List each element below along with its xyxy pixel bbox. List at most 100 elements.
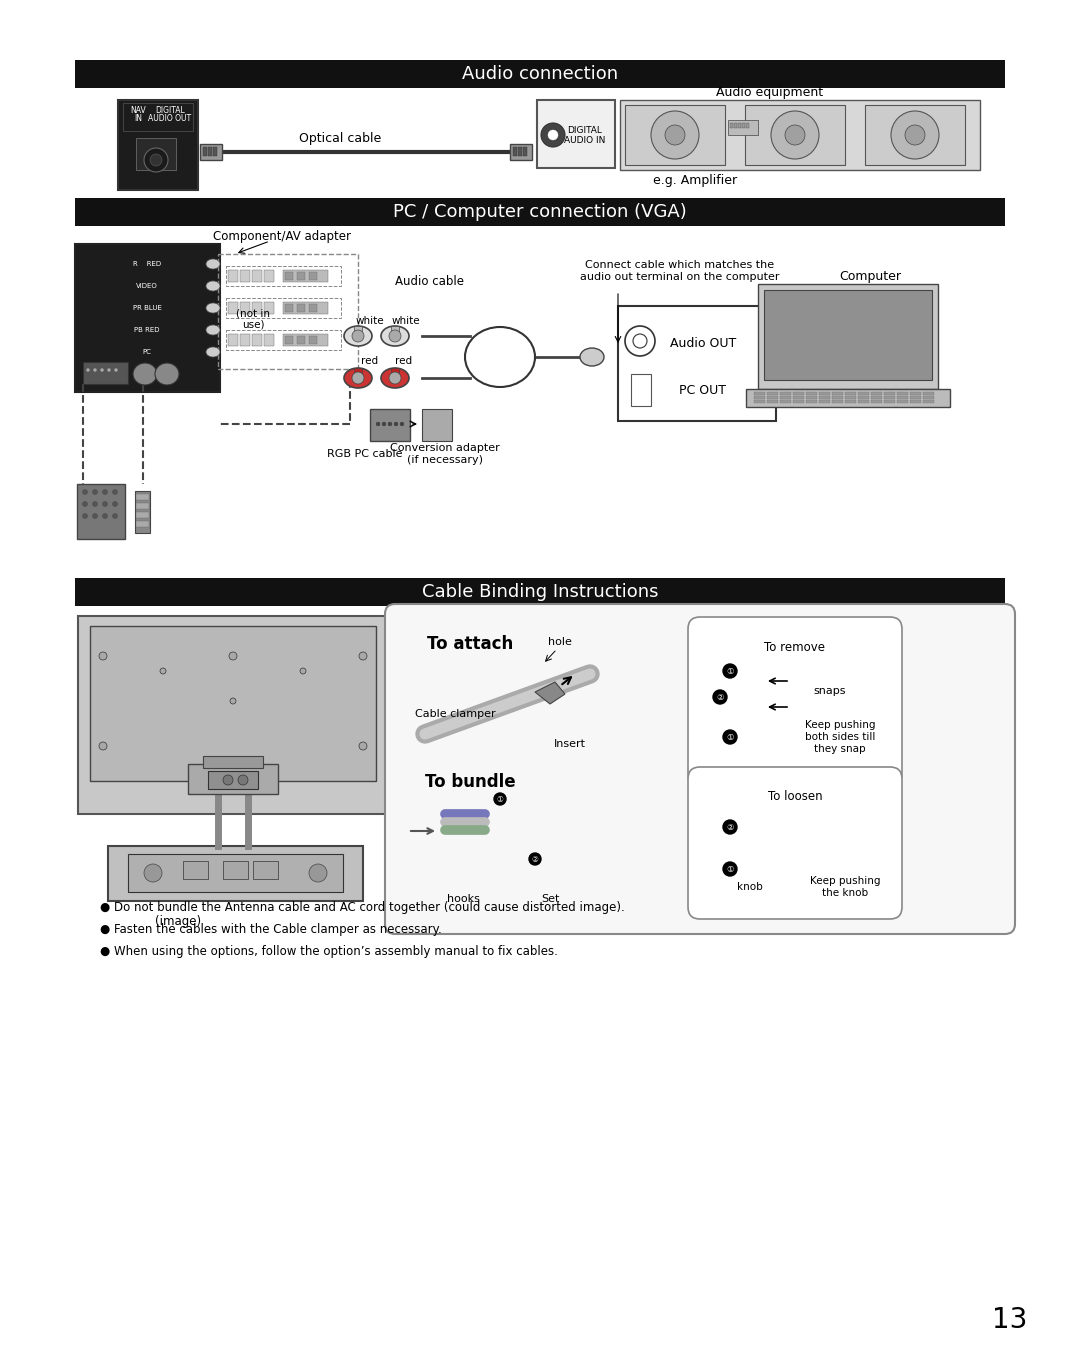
FancyBboxPatch shape <box>240 271 249 281</box>
Text: knob: knob <box>738 882 762 892</box>
FancyBboxPatch shape <box>631 373 651 406</box>
FancyBboxPatch shape <box>240 334 249 346</box>
Circle shape <box>352 372 364 384</box>
FancyBboxPatch shape <box>819 400 831 403</box>
FancyBboxPatch shape <box>510 143 532 160</box>
Circle shape <box>222 775 233 785</box>
FancyBboxPatch shape <box>213 147 217 156</box>
FancyBboxPatch shape <box>422 409 453 441</box>
FancyBboxPatch shape <box>832 400 843 403</box>
Text: PC: PC <box>143 349 151 354</box>
FancyBboxPatch shape <box>832 392 843 395</box>
FancyBboxPatch shape <box>188 764 278 794</box>
FancyBboxPatch shape <box>767 400 778 403</box>
FancyBboxPatch shape <box>253 861 278 879</box>
Text: To bundle: To bundle <box>424 773 515 792</box>
FancyBboxPatch shape <box>136 138 176 170</box>
Text: Insert: Insert <box>554 739 586 750</box>
FancyBboxPatch shape <box>75 244 220 392</box>
Text: DIGITAL: DIGITAL <box>568 126 603 134</box>
Text: ● When using the options, follow the option’s assembly manual to fix cables.: ● When using the options, follow the opt… <box>100 946 558 958</box>
FancyBboxPatch shape <box>688 617 902 786</box>
Circle shape <box>651 111 699 160</box>
Circle shape <box>388 422 392 426</box>
Circle shape <box>529 852 541 865</box>
Circle shape <box>905 124 924 145</box>
Circle shape <box>541 123 565 147</box>
FancyBboxPatch shape <box>780 400 791 403</box>
FancyBboxPatch shape <box>75 198 1005 226</box>
FancyBboxPatch shape <box>746 123 750 129</box>
FancyBboxPatch shape <box>870 400 882 403</box>
Circle shape <box>494 793 507 805</box>
FancyBboxPatch shape <box>264 302 274 314</box>
Circle shape <box>93 514 97 518</box>
FancyBboxPatch shape <box>730 123 733 129</box>
FancyBboxPatch shape <box>283 302 328 314</box>
FancyBboxPatch shape <box>819 396 831 399</box>
Text: ①: ① <box>726 732 733 741</box>
Text: snaps: snaps <box>813 686 847 695</box>
FancyBboxPatch shape <box>870 396 882 399</box>
Circle shape <box>785 124 805 145</box>
Text: white: white <box>355 317 384 326</box>
Circle shape <box>103 514 108 518</box>
Text: To attach: To attach <box>427 635 513 653</box>
Text: white: white <box>392 317 420 326</box>
Text: 13: 13 <box>993 1306 1028 1334</box>
Text: red: red <box>362 356 379 367</box>
FancyBboxPatch shape <box>123 103 193 131</box>
FancyBboxPatch shape <box>764 290 932 380</box>
Circle shape <box>389 330 401 342</box>
Circle shape <box>300 668 306 674</box>
Circle shape <box>112 514 118 518</box>
FancyBboxPatch shape <box>297 336 305 344</box>
Text: PR BLUE: PR BLUE <box>133 304 161 311</box>
FancyBboxPatch shape <box>285 272 293 280</box>
Text: VIDEO: VIDEO <box>136 283 158 290</box>
Ellipse shape <box>206 325 220 336</box>
Text: Component/AV adapter: Component/AV adapter <box>213 230 351 242</box>
FancyBboxPatch shape <box>78 616 388 815</box>
FancyBboxPatch shape <box>780 392 791 395</box>
Text: ②: ② <box>531 855 539 863</box>
FancyBboxPatch shape <box>910 392 921 395</box>
FancyBboxPatch shape <box>136 511 149 518</box>
Circle shape <box>82 490 87 494</box>
Text: Set: Set <box>541 894 559 904</box>
FancyBboxPatch shape <box>923 400 934 403</box>
FancyBboxPatch shape <box>391 326 399 331</box>
FancyBboxPatch shape <box>688 767 902 919</box>
FancyBboxPatch shape <box>897 392 908 395</box>
Text: RGB PC cable: RGB PC cable <box>327 449 403 459</box>
Text: e.g. Amplifier: e.g. Amplifier <box>653 173 737 187</box>
FancyBboxPatch shape <box>845 392 856 395</box>
FancyBboxPatch shape <box>858 396 869 399</box>
FancyBboxPatch shape <box>758 284 939 390</box>
Circle shape <box>100 368 104 372</box>
Circle shape <box>548 130 558 139</box>
Circle shape <box>144 147 168 172</box>
Circle shape <box>93 368 97 372</box>
Circle shape <box>665 124 685 145</box>
FancyBboxPatch shape <box>865 106 966 165</box>
FancyBboxPatch shape <box>136 503 149 509</box>
Text: ● Do not bundle the Antenna cable and AC cord together (could cause distorted im: ● Do not bundle the Antenna cable and AC… <box>100 901 624 915</box>
Text: Conversion adapter
(if necessary): Conversion adapter (if necessary) <box>390 444 500 465</box>
FancyBboxPatch shape <box>885 392 895 395</box>
Text: (not in
use): (not in use) <box>237 308 270 330</box>
Text: To loosen: To loosen <box>768 790 822 804</box>
FancyBboxPatch shape <box>746 390 950 407</box>
FancyBboxPatch shape <box>297 272 305 280</box>
FancyBboxPatch shape <box>767 392 778 395</box>
Circle shape <box>229 652 237 660</box>
Circle shape <box>359 741 367 750</box>
FancyBboxPatch shape <box>923 396 934 399</box>
Text: R    RED: R RED <box>133 261 161 267</box>
FancyBboxPatch shape <box>283 271 328 281</box>
Circle shape <box>394 422 399 426</box>
FancyBboxPatch shape <box>793 396 804 399</box>
FancyBboxPatch shape <box>793 400 804 403</box>
FancyBboxPatch shape <box>283 334 328 346</box>
Circle shape <box>107 368 111 372</box>
